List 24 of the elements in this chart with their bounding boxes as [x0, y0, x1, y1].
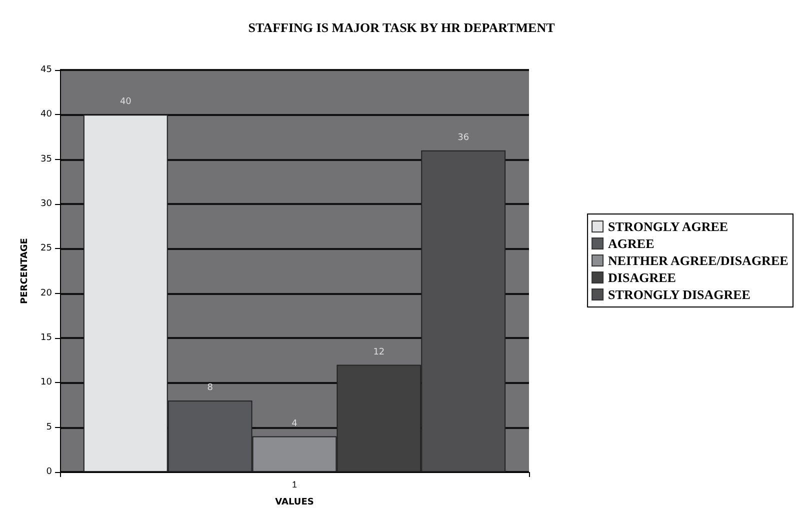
- data-label: 8: [207, 383, 214, 394]
- legend-label: STRONGLY DISAGREE: [608, 287, 750, 302]
- y-tick-label: 30: [40, 199, 52, 209]
- x-tick-label: 1: [292, 480, 298, 490]
- chart-title: STAFFING IS MAJOR TASK BY HR DEPARTMENT: [248, 20, 556, 35]
- y-tick-label: 5: [46, 422, 52, 432]
- y-tick-label: 40: [40, 110, 52, 120]
- y-tick-label: 45: [40, 65, 52, 75]
- data-label: 40: [120, 97, 132, 108]
- x-axis-title: VALUES: [275, 498, 314, 508]
- legend-label: AGREE: [608, 236, 654, 251]
- legend-label: NEITHER AGREE/DISAGREE: [608, 253, 788, 268]
- y-tick-label: 20: [40, 288, 52, 298]
- data-label: 4: [292, 418, 298, 429]
- legend-label: DISAGREE: [608, 270, 676, 285]
- y-tick-label: 35: [40, 154, 52, 164]
- data-label: 12: [373, 347, 385, 358]
- legend-label: STRONGLY AGREE: [608, 219, 728, 234]
- y-tick-label: 15: [40, 333, 52, 343]
- data-label: 36: [458, 132, 470, 143]
- y-tick-label: 25: [40, 244, 52, 254]
- y-tick-label: 10: [40, 378, 52, 388]
- y-tick-label: 0: [46, 467, 52, 477]
- y-axis-title: PERCENTAGE: [20, 238, 30, 304]
